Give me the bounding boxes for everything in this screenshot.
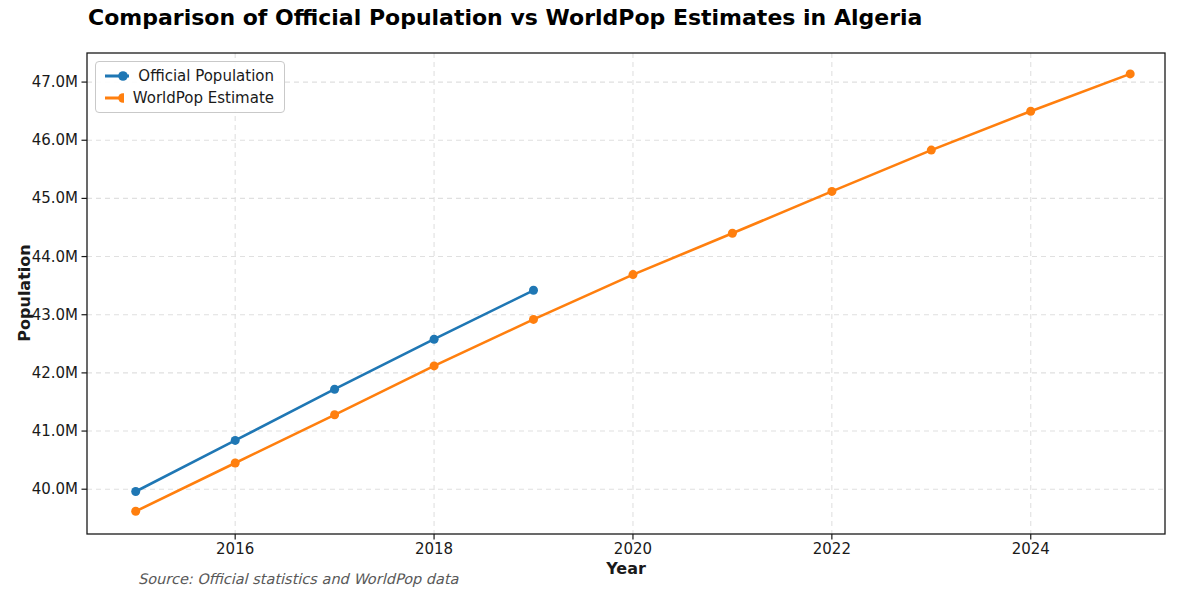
y-tick-label: 44.0M — [32, 248, 78, 266]
data-point — [529, 315, 538, 324]
y-tick-label: 46.0M — [32, 131, 78, 149]
data-point — [827, 187, 836, 196]
y-tick-label: 47.0M — [32, 73, 78, 91]
series-line-worldpop-estimate — [136, 74, 1130, 511]
data-point — [131, 487, 140, 496]
y-axis-label: Population — [15, 244, 34, 341]
data-point — [430, 361, 439, 370]
source-note: Source: Official statistics and WorldPop… — [138, 571, 459, 587]
data-point — [927, 146, 936, 155]
legend-item-label: WorldPop Estimate — [133, 89, 274, 107]
y-tick-label: 43.0M — [32, 306, 78, 324]
data-point — [231, 459, 240, 468]
x-tick-label: 2024 — [1012, 540, 1050, 558]
data-point — [231, 436, 240, 445]
data-point — [131, 507, 140, 516]
legend-item: WorldPop Estimate — [104, 89, 274, 107]
data-point — [529, 286, 538, 295]
data-point — [728, 229, 737, 238]
x-tick-label: 2022 — [813, 540, 851, 558]
legend-line-marker-icon — [104, 70, 129, 82]
data-point — [1126, 69, 1135, 78]
x-axis-label: Year — [606, 559, 646, 578]
x-tick-label: 2016 — [216, 540, 254, 558]
plot-border — [87, 53, 1165, 534]
y-tick-label: 40.0M — [32, 480, 78, 498]
legend: Official Population WorldPop Estimate — [95, 61, 285, 113]
y-tick-label: 45.0M — [32, 189, 78, 207]
data-point — [430, 335, 439, 344]
data-point — [629, 270, 638, 279]
y-tick-label: 42.0M — [32, 364, 78, 382]
figure: Comparison of Official Population vs Wor… — [0, 0, 1189, 596]
data-point — [330, 410, 339, 419]
legend-item: Official Population — [104, 67, 274, 85]
data-point — [330, 385, 339, 394]
x-tick-label: 2018 — [415, 540, 453, 558]
legend-line-marker-icon — [104, 92, 124, 104]
y-tick-label: 41.0M — [32, 422, 78, 440]
legend-item-label: Official Population — [138, 67, 274, 85]
data-point — [1026, 107, 1035, 116]
x-tick-label: 2020 — [614, 540, 652, 558]
